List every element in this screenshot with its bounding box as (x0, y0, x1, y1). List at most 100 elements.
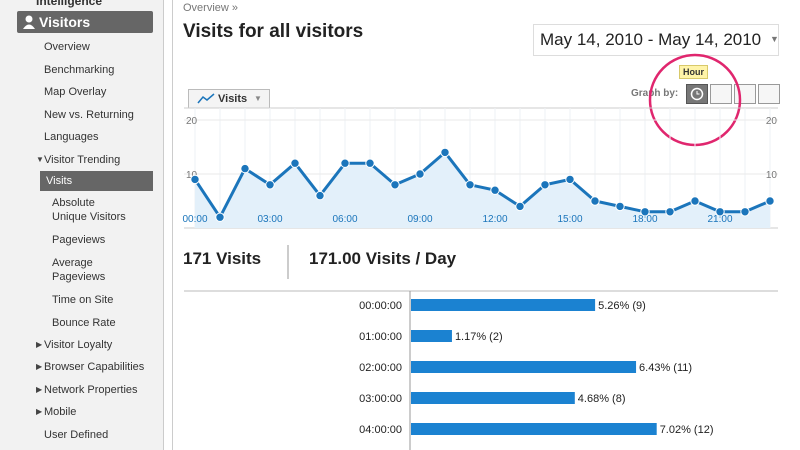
y-tick-label: 10 (186, 170, 198, 181)
tree-arrow: ▶ (36, 385, 43, 394)
nav-item[interactable]: Map Overlay (44, 86, 107, 98)
tree-arrow: ▼ (36, 155, 44, 164)
line-point (540, 180, 550, 190)
line-point (215, 212, 225, 222)
x-tick-label: 21:00 (707, 214, 732, 225)
line-point (240, 163, 250, 174)
tree-arrow: ▶ (36, 407, 43, 416)
line-point (365, 158, 375, 168)
line-point (265, 180, 275, 190)
nav-item[interactable]: Languages (44, 131, 99, 143)
metric-tab[interactable]: Visits ▼ (188, 89, 270, 108)
section-top: Intelligence (36, 0, 103, 8)
summary-per-day: 171.00 Visits / Day (309, 249, 457, 268)
nav-item[interactable]: Average Pageviews (52, 257, 106, 283)
nav-item[interactable]: Visits (40, 171, 153, 191)
line-point (415, 169, 425, 179)
line-point (740, 207, 750, 217)
user-icon (23, 15, 35, 29)
bar-label: 7.02% (12) (660, 424, 714, 436)
y-tick-label-right: 20 (766, 116, 778, 127)
nav-item[interactable]: Mobile (44, 406, 77, 418)
nav-item[interactable]: Overview (44, 41, 90, 53)
nav-item[interactable]: Visitor Loyalty (44, 339, 113, 351)
summary-visits: 171 Visits (183, 249, 261, 268)
hour-button[interactable] (686, 84, 708, 104)
x-tick-label: 03:00 (257, 214, 282, 225)
tab-arrow: ▼ (254, 94, 262, 103)
row-time: 01:00:00 (359, 331, 402, 343)
sidebar: Intelligence Visitors Overview Benchmarki… (0, 0, 164, 450)
graph-by-label: Graph by: (631, 88, 679, 99)
line-area (195, 152, 770, 228)
nav-item[interactable]: New vs. Returning (44, 109, 134, 121)
nav-item[interactable]: Bounce Rate (52, 317, 116, 329)
tooltip: Hour (679, 65, 708, 79)
bar (411, 361, 637, 373)
nav-item[interactable]: Time on Site (52, 294, 114, 306)
line-point (440, 147, 450, 158)
page-title: Visits for all visitors (183, 21, 364, 42)
divider (172, 0, 173, 450)
metric-tab-label: Visits (218, 93, 248, 105)
dropdown-arrow: ▼ (770, 34, 779, 44)
breadcrumb[interactable]: Overview » (183, 2, 239, 14)
nav-item[interactable]: Benchmarking (44, 64, 115, 76)
bar-label: 6.43% (11) (639, 362, 692, 374)
line-point (615, 201, 625, 212)
tree-arrow: ▶ (36, 362, 43, 371)
line-point (490, 185, 500, 195)
bar-label: 4.68% (8) (578, 393, 626, 405)
line (193, 150, 771, 221)
row-time: 03:00:00 (359, 393, 402, 405)
line-point (390, 180, 400, 190)
row-time: 02:00:00 (359, 362, 402, 374)
line-point (190, 174, 200, 185)
line-point (665, 207, 675, 217)
bar (411, 423, 657, 435)
nav-item[interactable]: Browser Capabilities (44, 361, 145, 373)
day-button[interactable] (710, 84, 732, 104)
section-title: Visitors (39, 14, 91, 30)
bar-label: 5.26% (9) (598, 300, 646, 312)
x-tick-label: 18:00 (632, 214, 657, 225)
x-tick-label: 09:00 (407, 214, 432, 225)
bar (411, 299, 596, 311)
line-point (290, 158, 300, 168)
tree-arrow: ▶ (36, 340, 43, 349)
line-point (690, 196, 700, 206)
nav-item[interactable]: Absolute Unique Visitors (52, 197, 126, 223)
line-point (515, 201, 525, 212)
row-time: 00:00:00 (359, 300, 402, 312)
line-point (340, 158, 350, 168)
nav-item[interactable]: User Defined (44, 429, 109, 441)
date-range: May 14, 2010 - May 14, 2010 (540, 30, 762, 49)
tab-icon (197, 93, 215, 104)
bar-label: 1.17% (2) (455, 331, 503, 343)
month-button[interactable] (758, 84, 780, 104)
section-header[interactable]: Visitors (17, 11, 153, 33)
clock-icon (690, 87, 704, 101)
x-tick-label: 15:00 (557, 214, 582, 225)
nav-item[interactable]: Pageviews (52, 234, 106, 246)
y-tick-label: 20 (186, 116, 198, 127)
row-time: 04:00:00 (359, 424, 402, 436)
line-point (590, 196, 600, 206)
line-point (640, 207, 650, 217)
line-point (565, 174, 575, 185)
y-tick-label-right: 10 (766, 170, 778, 181)
line-point (315, 190, 325, 201)
x-tick-label: 12:00 (482, 214, 507, 225)
nav-item[interactable]: Visitor Trending (44, 154, 121, 166)
x-tick-label: 00:00 (182, 214, 207, 225)
bar (411, 392, 575, 404)
x-tick-label: 06:00 (332, 214, 357, 225)
line-point (715, 207, 725, 217)
date-picker[interactable]: May 14, 2010 - May 14, 2010 ▼ (533, 24, 779, 56)
week-button[interactable] (734, 84, 756, 104)
bar (411, 330, 452, 342)
nav-item[interactable]: Network Properties (44, 384, 138, 396)
line-point (765, 196, 775, 206)
line-point (465, 180, 475, 190)
